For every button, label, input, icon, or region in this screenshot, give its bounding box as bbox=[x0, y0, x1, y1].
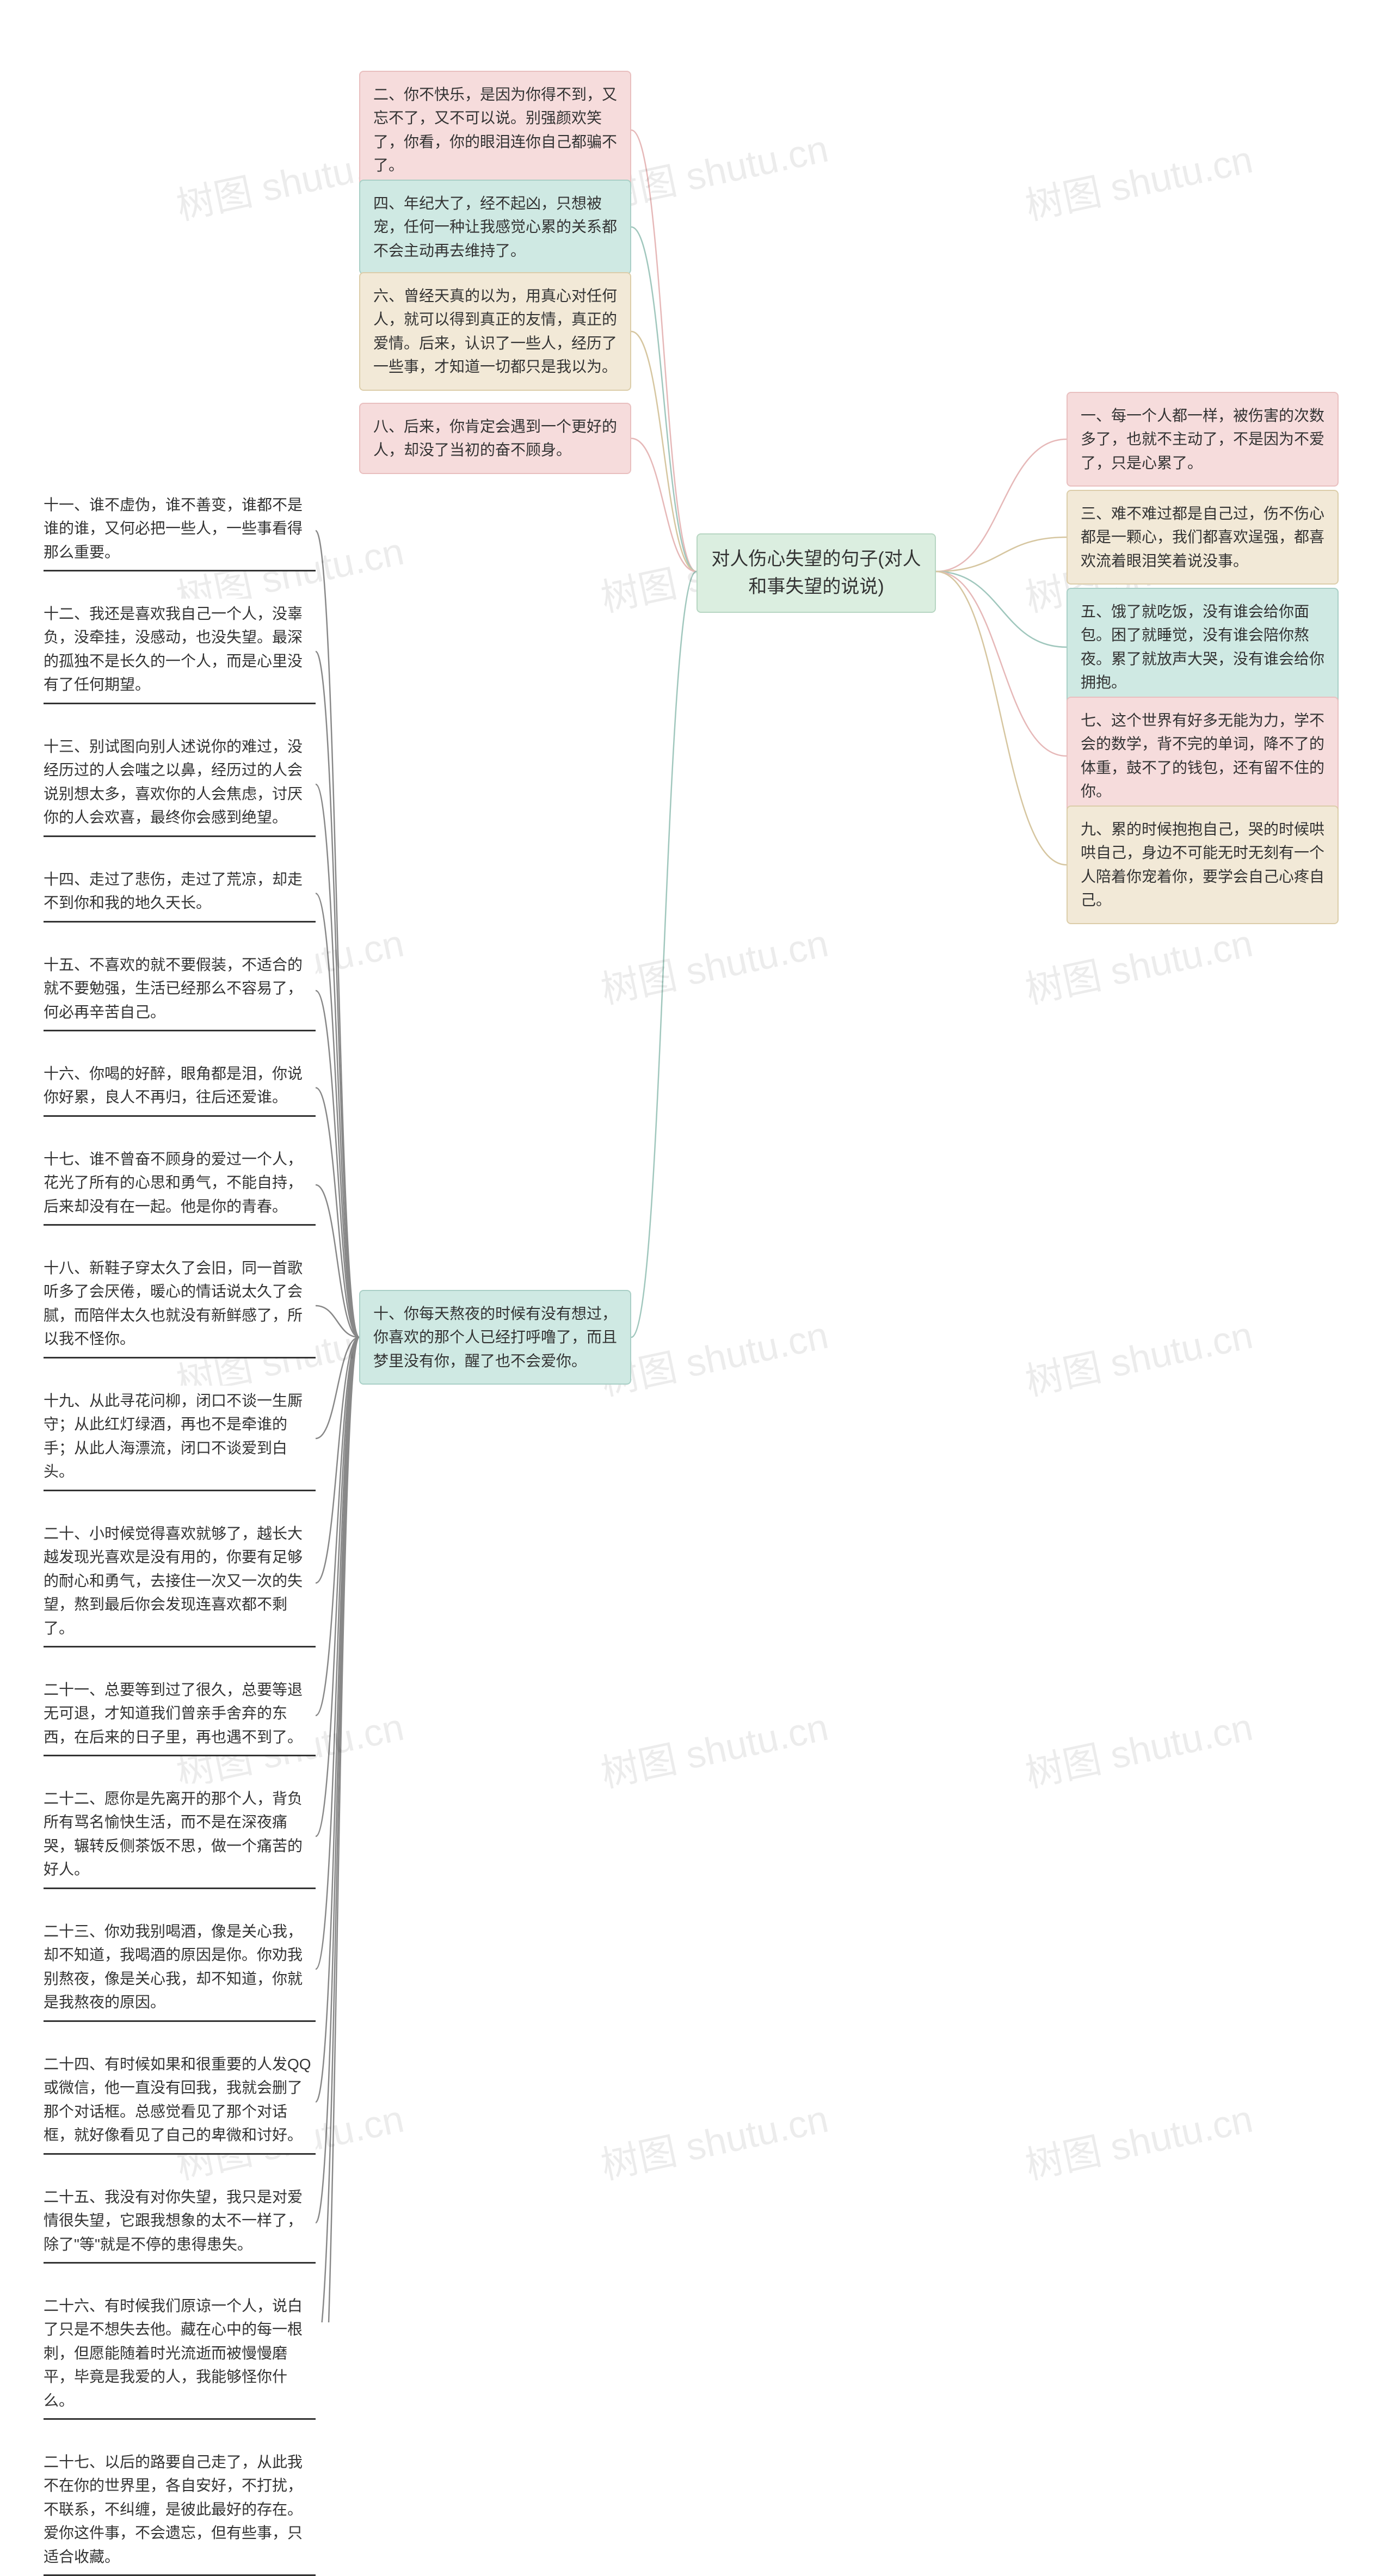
upper-left-branch-1-text: 四、年纪大了，经不起凶，只想被宠，任何一种让我感觉心累的关系都不会主动再去维持了… bbox=[373, 195, 617, 259]
leaf-20: 二十、小时候觉得喜欢就够了，越长大越发现光喜欢是没有用的，你要有足够的耐心和勇气… bbox=[44, 1518, 316, 1647]
leaf-11-text: 十一、谁不虚伪，谁不善变，谁都不是谁的谁，又何必把一些人，一些事看得那么重要。 bbox=[44, 496, 303, 561]
watermark: 树图 shutu.cn bbox=[1020, 129, 1257, 231]
upper-left-branch-3-text: 八、后来，你肯定会遇到一个更好的人，却没了当初的奋不顾身。 bbox=[373, 418, 617, 458]
leaf-27-text: 二十七、以后的路要自己走了，从此我不在你的世界里，各自安好，不打扰，不联系，不纠… bbox=[44, 2454, 303, 2565]
center-node: 对人伤心失望的句子(对人和事失望的说说) bbox=[696, 533, 936, 613]
leaf-27: 二十七、以后的路要自己走了，从此我不在你的世界里，各自安好，不打扰，不联系，不纠… bbox=[44, 2447, 316, 2576]
leaf-16-text: 十六、你喝的好醉，眼角都是泪，你说你好累，良人不再归，往后还爱谁。 bbox=[44, 1065, 303, 1105]
leaf-22-text: 二十二、愿你是先离开的那个人，背负所有骂名愉快生活，而不是在深夜痛哭，辗转反侧茶… bbox=[44, 1790, 303, 1878]
center-node-text: 对人伤心失望的句子(对人和事失望的说说) bbox=[711, 549, 921, 597]
leaf-14: 十四、走过了悲伤，走过了荒凉，却走不到你和我的地久天长。 bbox=[44, 864, 316, 923]
leaf-21: 二十一、总要等到过了很久，总要等退无可退，才知道我们曾亲手舍弃的东西，在后来的日… bbox=[44, 1675, 316, 1756]
mindmap-canvas: 树图 shutu.cn 树图 shutu.cn 树图 shutu.cn 树图 shut… bbox=[0, 0, 1393, 2322]
upper-left-branch-1: 四、年纪大了，经不起凶，只想被宠，任何一种让我感觉心累的关系都不会主动再去维持了… bbox=[359, 180, 631, 274]
right-branch-2-text: 五、饿了就吃饭，没有谁会给你面包。困了就睡觉，没有谁会陪你熬夜。累了就放声大哭，… bbox=[1081, 603, 1324, 691]
watermark: 树图 shutu.cn bbox=[595, 913, 833, 1015]
leaf-22: 二十二、愿你是先离开的那个人，背负所有骂名愉快生活，而不是在深夜痛哭，辗转反侧茶… bbox=[44, 1784, 316, 1889]
leaf-15: 十五、不喜欢的就不要假装，不适合的就不要勉强，生活已经那么不容易了，何必再辛苦自… bbox=[44, 950, 316, 1031]
leaf-20-text: 二十、小时候觉得喜欢就够了，越长大越发现光喜欢是没有用的，你要有足够的耐心和勇气… bbox=[44, 1525, 303, 1637]
leaf-24: 二十四、有时候如果和很重要的人发QQ或微信，他一直没有回我，我就会删了那个对话框… bbox=[44, 2049, 316, 2155]
leaf-16: 十六、你喝的好醉，眼角都是泪，你说你好累，良人不再归，往后还爱谁。 bbox=[44, 1059, 316, 1117]
right-branch-3: 七、这个世界有好多无能为力，学不会的数学，背不完的单词，降不了的体重，鼓不了的钱… bbox=[1067, 697, 1339, 815]
watermark: 树图 shutu.cn bbox=[595, 2088, 833, 2190]
leaf-26: 二十六、有时候我们原谅一个人，说白了只是不想失去他。藏在心中的每一根刺，但愿能随… bbox=[44, 2291, 316, 2420]
upper-left-branch-2: 六、曾经天真的以为，用真心对任何人，就可以得到真正的友情，真正的爱情。后来，认识… bbox=[359, 272, 631, 391]
leaf-24-text: 二十四、有时候如果和很重要的人发QQ或微信，他一直没有回我，我就会删了那个对话框… bbox=[44, 2056, 311, 2143]
leaf-12: 十二、我还是喜欢我自己一个人，没辜负，没牵挂，没感动，也没失望。最深的孤独不是长… bbox=[44, 599, 316, 704]
leaf-23: 二十三、你劝我别喝酒，像是关心我，却不知道，我喝酒的原因是你。你劝我别熬夜，像是… bbox=[44, 1916, 316, 2022]
leaf-13-text: 十三、别试图向别人述说你的难过，没经历过的人会嗤之以鼻，经历过的人会说别想太多，… bbox=[44, 738, 303, 826]
leaf-17-text: 十七、谁不曾奋不顾身的爱过一个人，花光了所有的心思和勇气，不能自持，后来却没有在… bbox=[44, 1151, 303, 1215]
leaf-13: 十三、别试图向别人述说你的难过，没经历过的人会嗤之以鼻，经历过的人会说别想太多，… bbox=[44, 731, 316, 837]
leaf-23-text: 二十三、你劝我别喝酒，像是关心我，却不知道，我喝酒的原因是你。你劝我别熬夜，像是… bbox=[44, 1923, 303, 2011]
upper-left-branch-0-text: 二、你不快乐，是因为你得不到，又忘不了，又不可以说。别强颜欢笑了，你看，你的眼泪… bbox=[373, 86, 617, 174]
leaf-18: 十八、新鞋子穿太久了会旧，同一首歌听多了会厌倦，暖心的情话说太久了会腻，而陪伴太… bbox=[44, 1253, 316, 1358]
watermark: 树图 shutu.cn bbox=[595, 1696, 833, 1798]
leaf-11: 十一、谁不虚伪，谁不善变，谁都不是谁的谁，又何必把一些人，一些事看得那么重要。 bbox=[44, 490, 316, 571]
right-branch-4-text: 九、累的时候抱抱自己，哭的时候哄哄自己，身边不可能无时无刻有一个人陪着你宠着你，… bbox=[1081, 821, 1324, 908]
branch-ten-text: 十、你每天熬夜的时候有没有想过，你喜欢的那个人已经打呼噜了，而且梦里没有你，醒了… bbox=[373, 1305, 617, 1369]
leaf-26-text: 二十六、有时候我们原谅一个人，说白了只是不想失去他。藏在心中的每一根刺，但愿能随… bbox=[44, 2297, 303, 2409]
leaf-14-text: 十四、走过了悲伤，走过了荒凉，却走不到你和我的地久天长。 bbox=[44, 871, 303, 911]
leaf-25: 二十五、我没有对你失望，我只是对爱情很失望，它跟我想象的太不一样了，除了"等"就… bbox=[44, 2182, 316, 2264]
watermark: 树图 shutu.cn bbox=[1020, 2088, 1257, 2190]
watermark: 树图 shutu.cn bbox=[1020, 1305, 1257, 1406]
right-branch-0-text: 一、每一个人都一样，被伤害的次数多了，也就不主动了，不是因为不爱了，只是心累了。 bbox=[1081, 407, 1324, 471]
right-branch-4: 九、累的时候抱抱自己，哭的时候哄哄自己，身边不可能无时无刻有一个人陪着你宠着你，… bbox=[1067, 806, 1339, 924]
leaf-18-text: 十八、新鞋子穿太久了会旧，同一首歌听多了会厌倦，暖心的情话说太久了会腻，而陪伴太… bbox=[44, 1259, 303, 1347]
leaf-25-text: 二十五、我没有对你失望，我只是对爱情很失望，它跟我想象的太不一样了，除了"等"就… bbox=[44, 2188, 303, 2253]
upper-left-branch-2-text: 六、曾经天真的以为，用真心对任何人，就可以得到真正的友情，真正的爱情。后来，认识… bbox=[373, 287, 617, 375]
right-branch-0: 一、每一个人都一样，被伤害的次数多了，也就不主动了，不是因为不爱了，只是心累了。 bbox=[1067, 392, 1339, 487]
leaf-12-text: 十二、我还是喜欢我自己一个人，没辜负，没牵挂，没感动，也没失望。最深的孤独不是长… bbox=[44, 605, 303, 693]
right-branch-1: 三、难不难过都是自己过，伤不伤心都是一颗心，我们都喜欢逞强，都喜欢流着眼泪笑着说… bbox=[1067, 490, 1339, 585]
right-branch-3-text: 七、这个世界有好多无能为力，学不会的数学，背不完的单词，降不了的体重，鼓不了的钱… bbox=[1081, 712, 1324, 800]
upper-left-branch-0: 二、你不快乐，是因为你得不到，又忘不了，又不可以说。别强颜欢笑了，你看，你的眼泪… bbox=[359, 71, 631, 189]
branch-ten: 十、你每天熬夜的时候有没有想过，你喜欢的那个人已经打呼噜了，而且梦里没有你，醒了… bbox=[359, 1290, 631, 1385]
leaf-21-text: 二十一、总要等到过了很久，总要等退无可退，才知道我们曾亲手舍弃的东西，在后来的日… bbox=[44, 1681, 303, 1745]
watermark: 树图 shutu.cn bbox=[1020, 1696, 1257, 1798]
leaf-19-text: 十九、从此寻花问柳，闭口不谈一生厮守；从此红灯绿酒，再也不是牵谁的手；从此人海漂… bbox=[44, 1392, 303, 1480]
leaf-17: 十七、谁不曾奋不顾身的爱过一个人，花光了所有的心思和勇气，不能自持，后来却没有在… bbox=[44, 1144, 316, 1226]
right-branch-2: 五、饿了就吃饭，没有谁会给你面包。困了就睡觉，没有谁会陪你熬夜。累了就放声大哭，… bbox=[1067, 588, 1339, 706]
watermark: 树图 shutu.cn bbox=[1020, 913, 1257, 1015]
right-branch-1-text: 三、难不难过都是自己过，伤不伤心都是一颗心，我们都喜欢逞强，都喜欢流着眼泪笑着说… bbox=[1081, 505, 1324, 569]
leaf-19: 十九、从此寻花问柳，闭口不谈一生厮守；从此红灯绿酒，再也不是牵谁的手；从此人海漂… bbox=[44, 1386, 316, 1491]
upper-left-branch-3: 八、后来，你肯定会遇到一个更好的人，却没了当初的奋不顾身。 bbox=[359, 403, 631, 474]
leaf-15-text: 十五、不喜欢的就不要假装，不适合的就不要勉强，生活已经那么不容易了，何必再辛苦自… bbox=[44, 956, 303, 1020]
